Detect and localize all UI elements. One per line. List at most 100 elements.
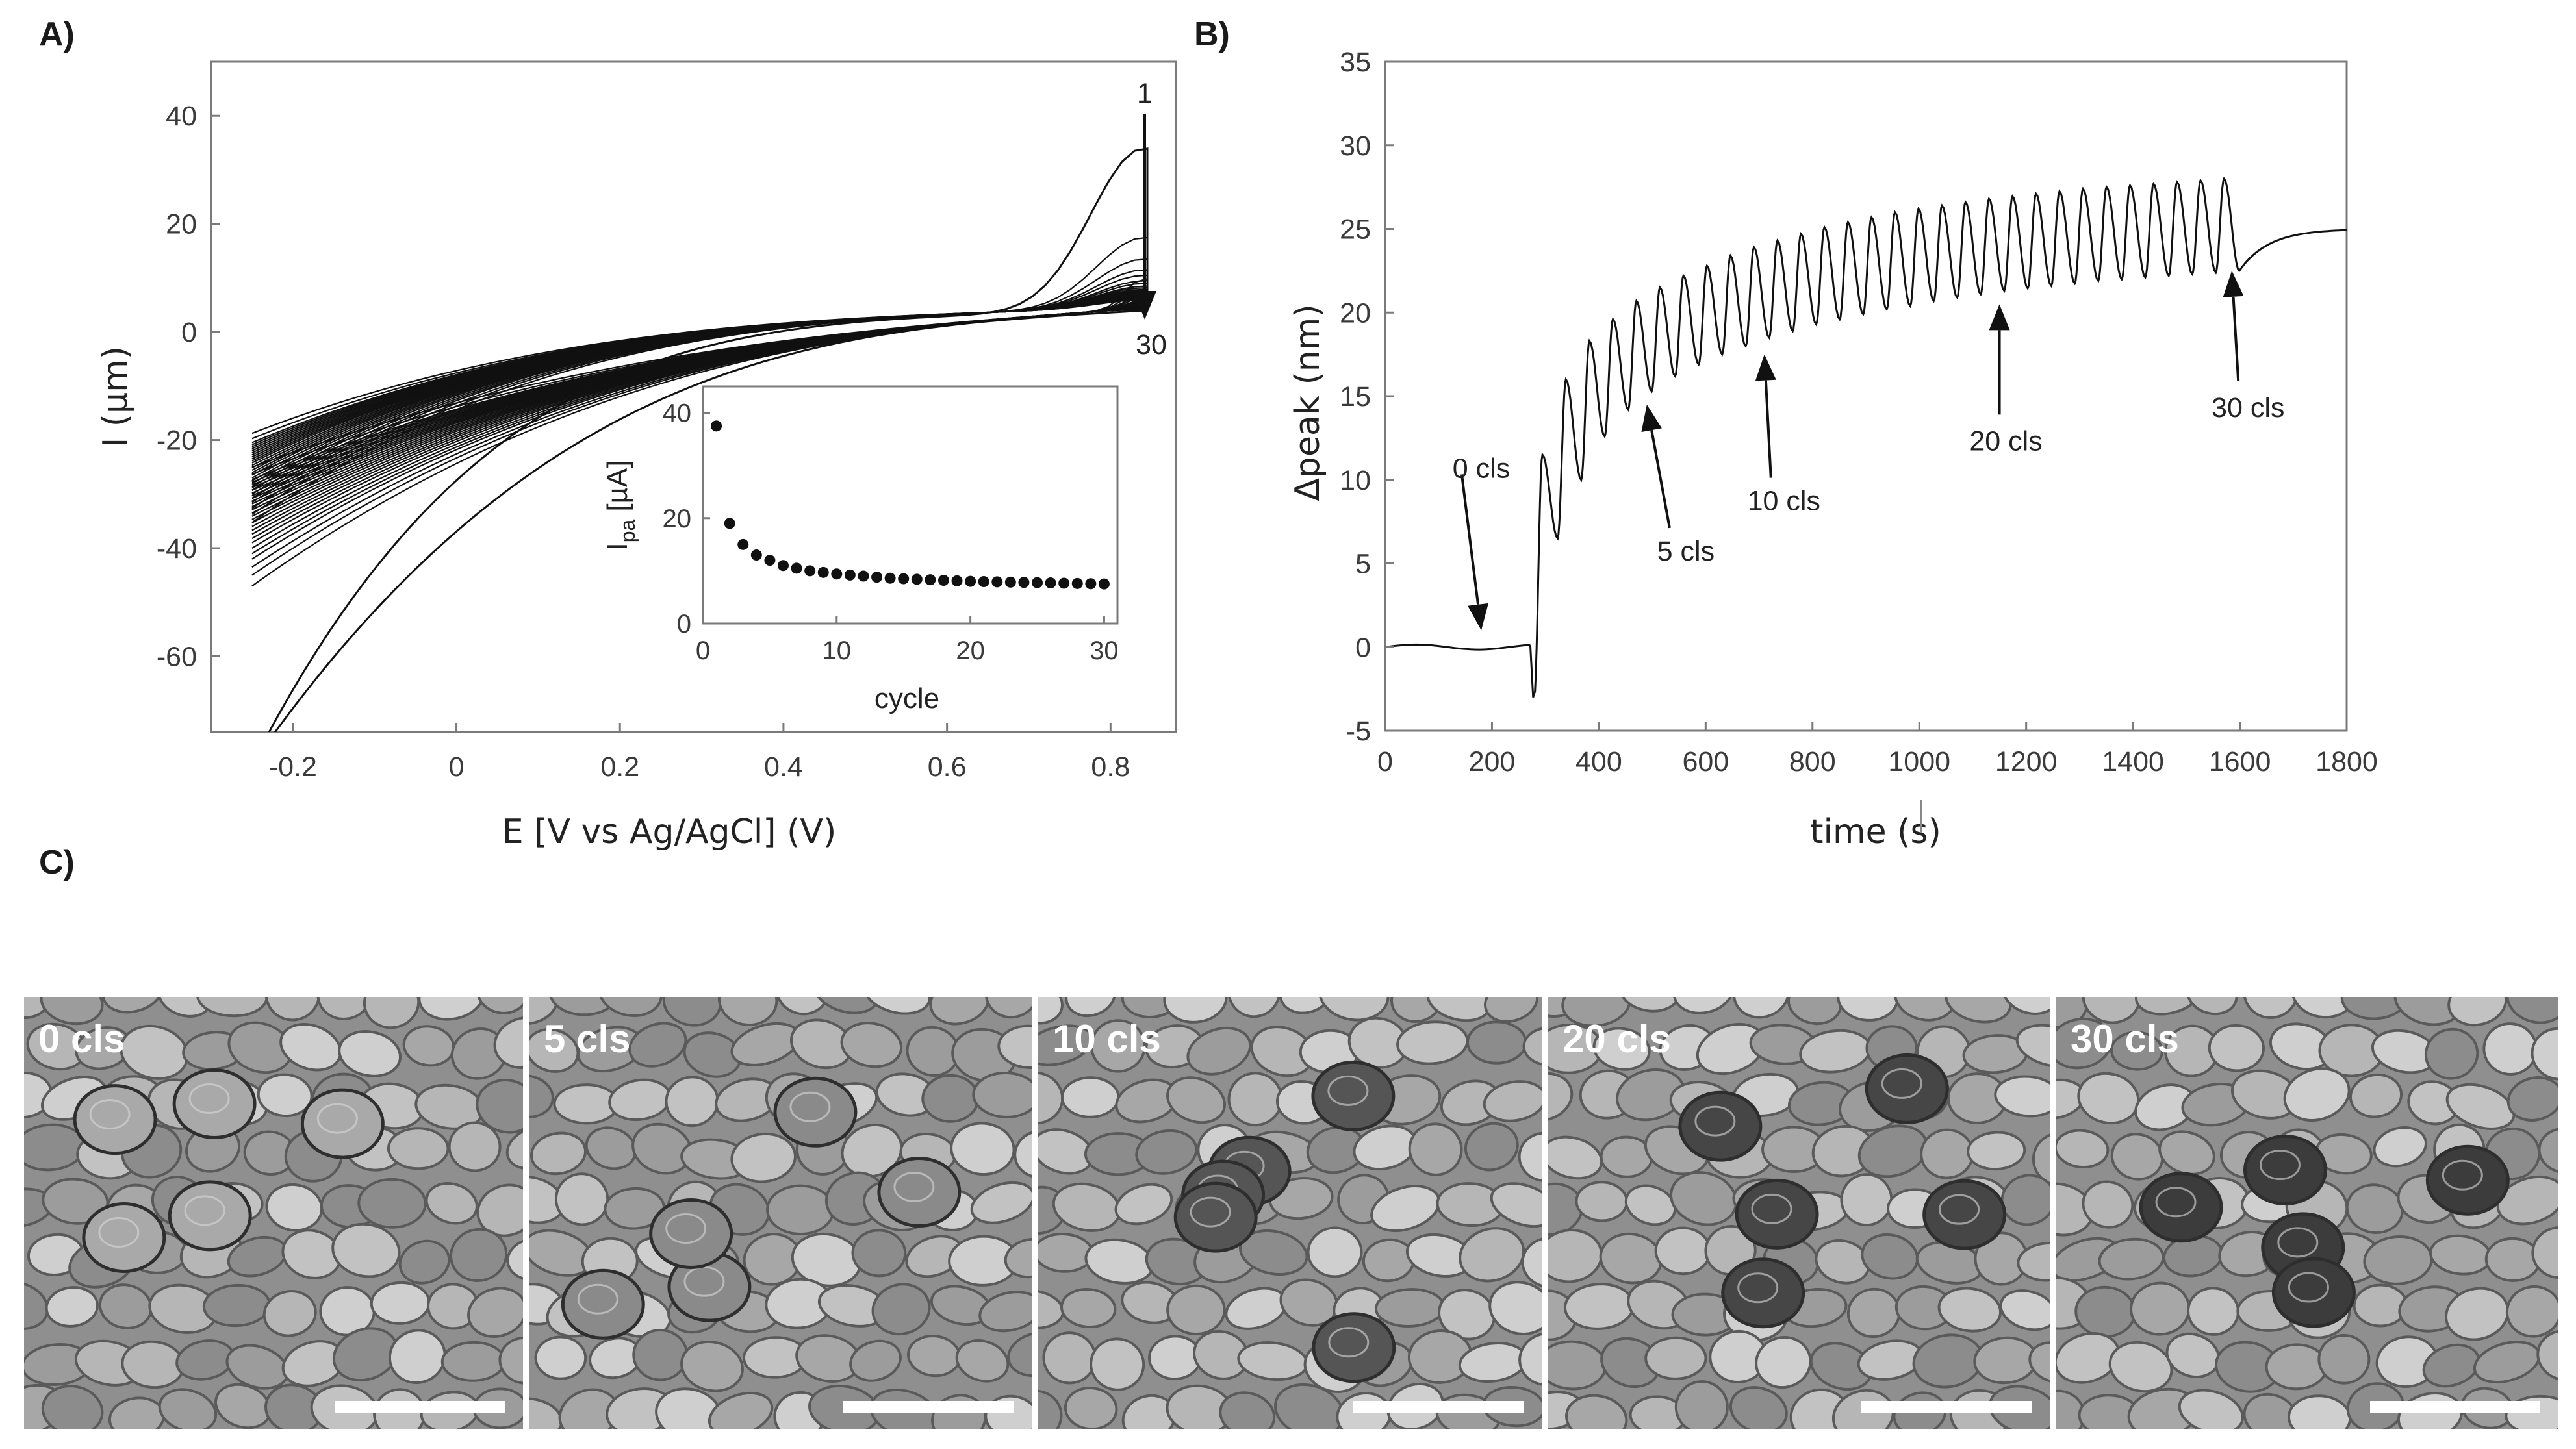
sem-deposit-rim <box>1881 1068 1922 1099</box>
qcm-annotation-arrowhead <box>1755 354 1776 381</box>
sem-grain <box>871 1283 931 1336</box>
sem-grain <box>978 1291 1032 1333</box>
cv-inset-point <box>817 566 829 578</box>
cv-inset-y-tick-label: 40 <box>663 399 692 428</box>
cv-inset-point <box>724 518 735 529</box>
cv-inset-point <box>978 576 989 588</box>
cv-inset-y-tick-label: 0 <box>677 610 691 638</box>
cv-x-tick-label: 0.8 <box>1091 751 1130 783</box>
panel-label-a: A) <box>39 16 75 53</box>
qcm-x-tick-label: 1400 <box>2102 746 2164 777</box>
cv-inset-chart: 0 10 20 30 0 20 40 cycle Ipa [µA] <box>602 385 1119 714</box>
sem-grain <box>2178 1389 2244 1429</box>
sem-grain <box>1279 997 1332 1014</box>
cv-y-tick-label: -40 <box>157 533 197 564</box>
qcm-x-tick-label: 1000 <box>1888 746 1950 777</box>
sem-grain <box>1840 1173 1893 1227</box>
sem-grain <box>2505 1285 2558 1338</box>
sem-grain <box>1038 1389 1063 1429</box>
sem-image-label: 10 cls <box>1052 1017 1161 1061</box>
qcm-y-tick-label: 10 <box>1340 465 1371 496</box>
qcm-annotation-arrowhead <box>2223 270 2244 297</box>
sem-grain <box>2186 997 2238 1016</box>
sem-grain <box>2001 997 2050 1015</box>
sem-grain <box>841 1123 903 1178</box>
cv-inset-x-axis-label: cycle <box>874 683 939 714</box>
sem-grain <box>2424 1027 2479 1080</box>
sem-grain <box>40 997 104 1026</box>
cv-inset-x-tick-label: 0 <box>696 636 710 665</box>
sem-grain <box>316 997 372 1020</box>
cv-inset-point <box>925 574 936 586</box>
sem-deposit <box>2271 1257 2356 1328</box>
sem-deposit-rim <box>184 1195 225 1226</box>
cv-x-tick-label: 0 <box>449 751 465 783</box>
qcm-annotation-arrow <box>1650 429 1671 529</box>
sem-image: 0 cls <box>24 997 523 1429</box>
sem-grain <box>2108 1341 2173 1393</box>
sem-grain <box>506 1238 523 1281</box>
cv-inset-point <box>711 420 722 432</box>
sem-scale-bar <box>335 1401 505 1413</box>
sem-grain <box>632 1328 689 1381</box>
qcm-x-tick-label: 600 <box>1682 746 1729 777</box>
sem-deposit-rim <box>577 1283 618 1315</box>
sem-image-label: 20 cls <box>1562 1017 1671 1061</box>
cv-inset-point <box>858 570 869 582</box>
sem-grain <box>1937 1287 2002 1333</box>
sem-grain <box>2082 1180 2134 1229</box>
cv-inset-x-tick-label: 20 <box>956 636 985 665</box>
qcm-x-tick-label: 800 <box>1789 746 1836 777</box>
qcm-plot-frame <box>1384 60 2348 732</box>
sem-grain <box>1004 1237 1032 1279</box>
sem-grain <box>45 1286 99 1328</box>
sem-grain <box>398 1239 451 1285</box>
qcm-annotation-arrowhead <box>1641 404 1662 433</box>
sem-deposit <box>2139 1172 2223 1243</box>
qcm-x-tick-label: 1600 <box>2209 746 2271 777</box>
cv-cycle-arrow-head <box>1133 291 1156 320</box>
sem-deposit <box>1922 1179 2007 1250</box>
sem-grain <box>717 997 778 1027</box>
qcm-chart: 0 200 400 600 800 1000 1200 1400 1600 1800 353025… <box>1288 47 2378 851</box>
qcm-y-tick-label: -5 <box>1346 716 1371 747</box>
sem-grain <box>766 1184 835 1235</box>
qcm-x-tick-label: 1200 <box>1995 746 2058 777</box>
cv-inset-point <box>1032 577 1043 588</box>
cv-inset-point <box>937 574 949 586</box>
cv-inset-y-ticks: 0 20 40 <box>663 399 710 638</box>
sem-grain <box>1464 1122 1519 1172</box>
sem-grain <box>529 1074 554 1118</box>
sem-grain <box>1390 997 1443 1023</box>
sem-grain <box>955 1339 1010 1383</box>
cv-inset-point <box>951 575 963 586</box>
cv-inset-point <box>1098 578 1110 590</box>
sem-grain <box>1459 1227 1525 1283</box>
cv-inset-point <box>831 568 843 580</box>
sem-deposit-rim <box>1737 1272 1779 1304</box>
cv-y-tick-label: -60 <box>157 641 197 672</box>
cv-inset-point <box>791 562 802 574</box>
qcm-y-tick-label: 30 <box>1340 131 1371 162</box>
sem-grain <box>1672 997 1735 1014</box>
sem-grain <box>1186 1027 1252 1076</box>
sem-deposit-rim <box>2259 1150 2301 1181</box>
sem-grain <box>2345 1183 2404 1235</box>
sem-deposit <box>649 1198 733 1269</box>
sem-deposit <box>82 1202 166 1274</box>
sem-image: 20 cls <box>1548 997 2050 1429</box>
sem-grain <box>2353 1283 2408 1328</box>
cv-inset-y-tick-label: 20 <box>663 505 692 533</box>
sem-grain <box>1548 1135 1603 1180</box>
sem-grain <box>1592 1027 1651 1071</box>
sem-grain <box>2056 1129 2110 1169</box>
sem-grain <box>158 1388 218 1429</box>
qcm-annotation-arrowhead <box>1989 304 2010 331</box>
panel-label-c: C) <box>39 844 75 881</box>
sem-grain <box>1624 1184 1677 1226</box>
sem-deposit-rim <box>1327 1075 1369 1106</box>
sem-grain <box>2283 1067 2351 1122</box>
sem-grain <box>1733 997 1790 1019</box>
sem-grain <box>1090 1337 1145 1391</box>
